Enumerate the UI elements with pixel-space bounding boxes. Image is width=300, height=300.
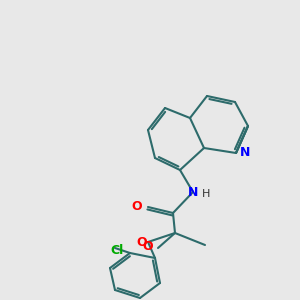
Text: O: O <box>142 239 153 253</box>
Text: O: O <box>131 200 142 212</box>
Text: Cl: Cl <box>111 244 124 257</box>
Text: N: N <box>188 185 198 199</box>
Text: O: O <box>136 236 147 248</box>
Text: H: H <box>202 189 210 199</box>
Text: N: N <box>240 146 250 160</box>
